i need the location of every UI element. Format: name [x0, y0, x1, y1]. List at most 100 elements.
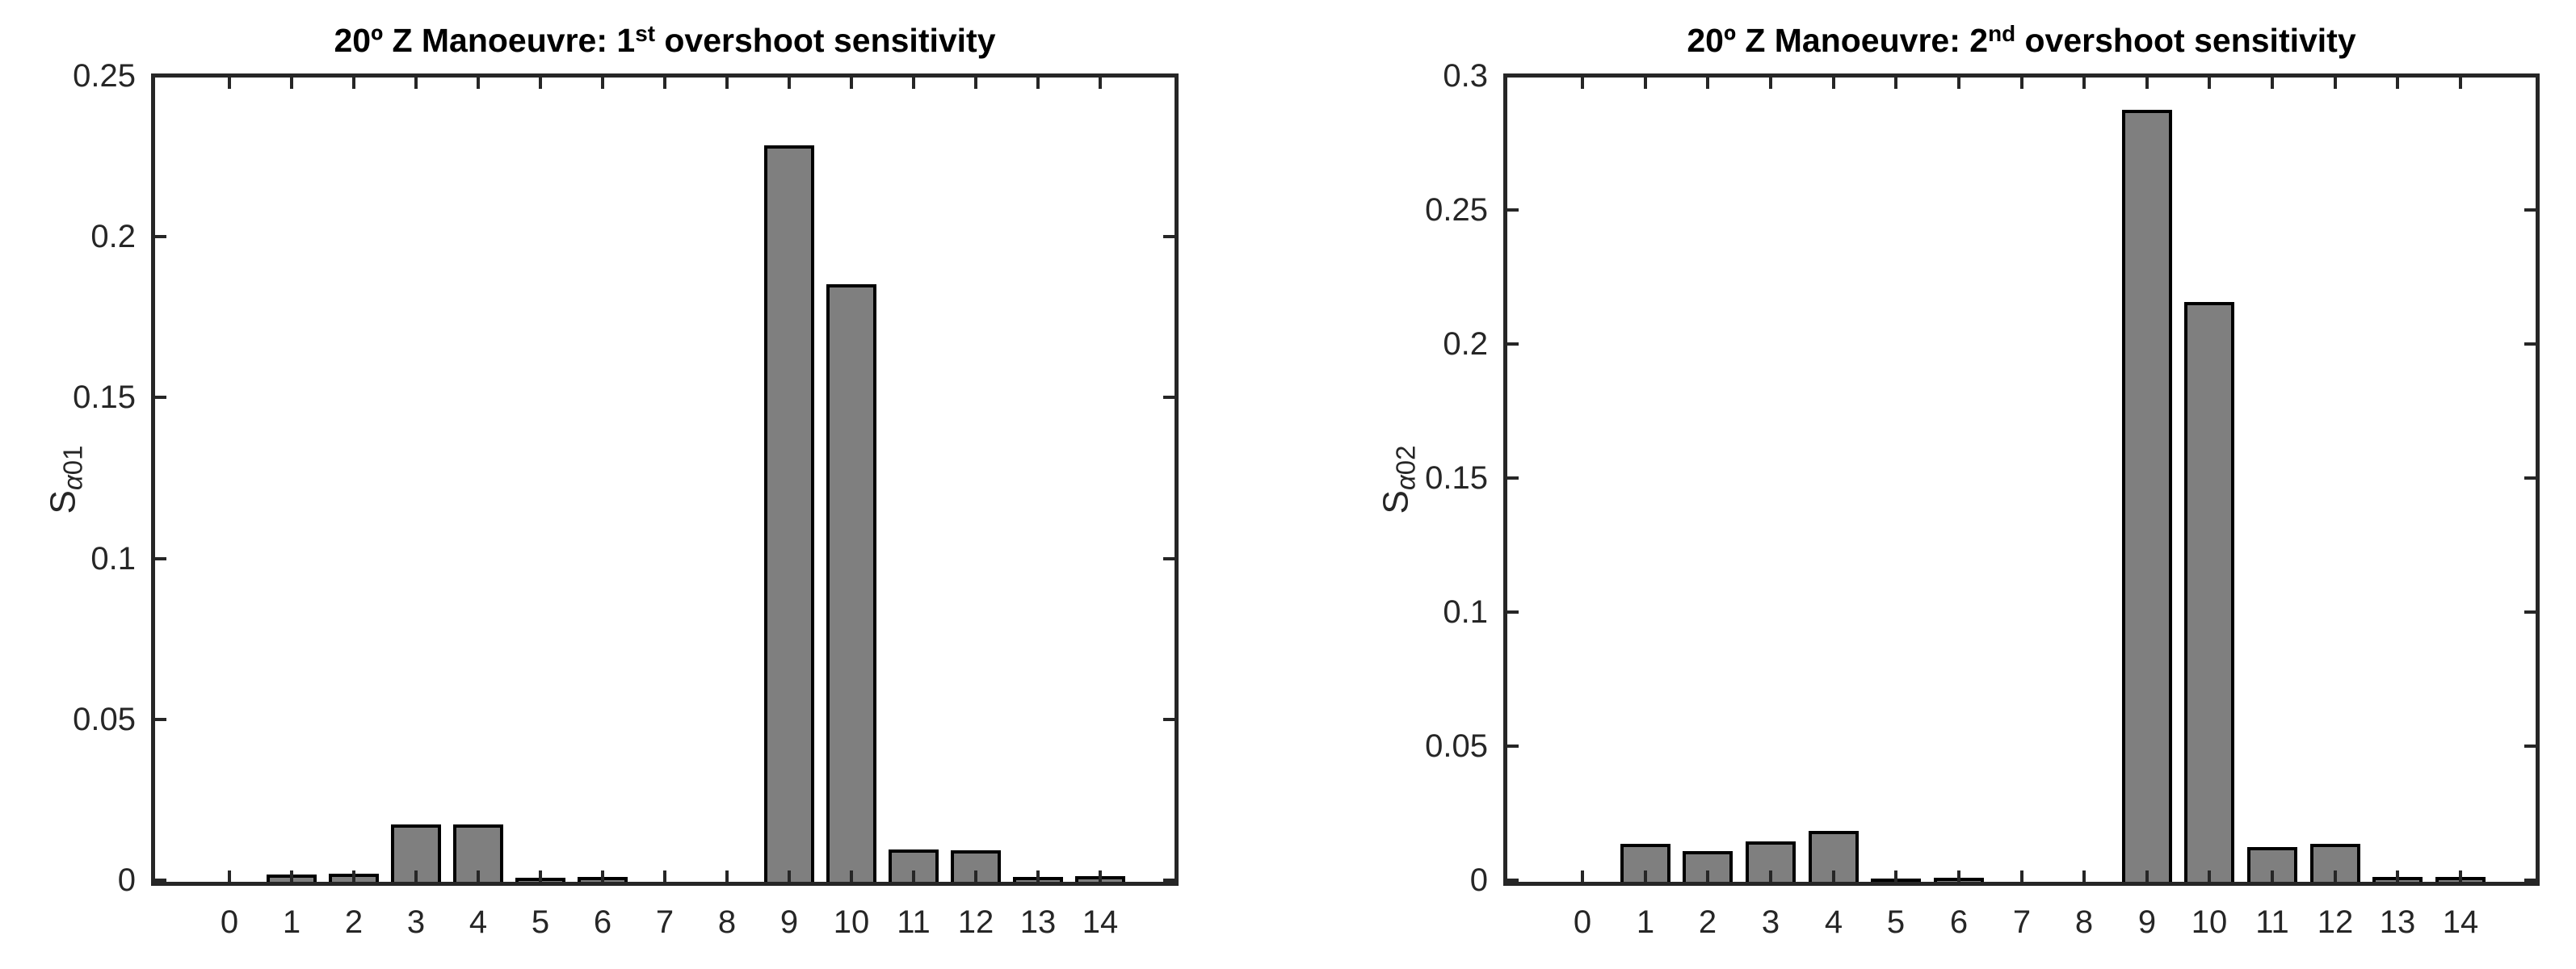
chart1-y-tick-0.25	[155, 74, 166, 78]
chart2-y-tick-right-0	[2524, 879, 2536, 882]
chart2-y-tick-label-0.15: 0.15	[1425, 460, 1488, 496]
chart1-y-tick-0.15	[155, 396, 166, 399]
chart1-x-tick-top-12	[974, 78, 977, 89]
chart2-bar-category-9	[2122, 110, 2172, 882]
chart1-x-tick-3	[414, 870, 418, 882]
chart2-x-tick-label-1: 1	[1636, 904, 1655, 940]
chart2-y-tick-label-0.1: 0.1	[1443, 594, 1488, 630]
chart2-y-tick-label-0: 0	[1469, 862, 1488, 898]
chart2-y-tick-label-0.3: 0.3	[1443, 58, 1488, 94]
chart2-x-tick-label-0: 0	[1573, 904, 1592, 940]
chart2-x-tick-top-11	[2271, 78, 2274, 89]
chart1-x-tick-label-10: 10	[833, 904, 870, 940]
chart2-x-tick-2	[1706, 870, 1709, 882]
chart1-y-tick-right-0.2	[1163, 235, 1175, 238]
chart2-y-tick-right-0.15	[2524, 476, 2536, 480]
chart2-x-tick-3	[1769, 870, 1772, 882]
chart1-y-tick-0.05	[155, 718, 166, 721]
chart1-x-tick-top-3	[414, 78, 418, 89]
chart1-x-tick-1	[290, 870, 293, 882]
chart1-x-tick-label-14: 14	[1082, 904, 1119, 940]
chart2-x-tick-top-1	[1644, 78, 1647, 89]
chart1-y-tick-0	[155, 879, 166, 882]
chart1-y-tick-right-0.1	[1163, 557, 1175, 560]
chart2-y-tick-0	[1507, 879, 1519, 882]
chart1-x-tick-label-2: 2	[344, 904, 363, 940]
chart2-x-tick-11	[2271, 870, 2274, 882]
chart2-bar-category-12	[2310, 844, 2360, 882]
chart2-x-tick-label-14: 14	[2442, 904, 2479, 940]
chart1-y-tick-right-0.25	[1163, 74, 1175, 78]
chart1-x-tick-top-6	[601, 78, 604, 89]
chart1-y-tick-label-0.2: 0.2	[90, 219, 136, 254]
chart2-title-pre: 20º Z Manoeuvre: 2	[1687, 22, 1989, 59]
chart1-plot-area	[151, 73, 1179, 886]
chart1-x-tick-10	[850, 870, 853, 882]
chart2-y-tick-right-0.05	[2524, 745, 2536, 748]
chart1-x-tick-14	[1099, 870, 1102, 882]
chart1-x-tick-8	[725, 870, 729, 882]
chart1-x-tick-label-11: 11	[897, 904, 931, 940]
chart1-ylabel-sub-alpha: α	[57, 475, 88, 491]
chart2-x-tick-7	[2020, 870, 2023, 882]
chart1-x-tick-label-12: 12	[957, 904, 994, 940]
chart2-x-tick-top-6	[1957, 78, 1960, 89]
chart1-y-tick-label-0.25: 0.25	[73, 58, 136, 94]
chart1-x-tick-label-5: 5	[531, 904, 550, 940]
chart1-x-tick-top-14	[1099, 78, 1102, 89]
chart1-y-tick-right-0	[1163, 879, 1175, 882]
chart2-y-tick-label-0.25: 0.25	[1425, 192, 1488, 228]
chart2-x-tick-top-8	[2082, 78, 2086, 89]
chart2-x-tick-8	[2082, 870, 2086, 882]
chart1-x-tick-5	[539, 870, 542, 882]
chart1-x-tick-label-3: 3	[406, 904, 426, 940]
chart2-x-tick-14	[2459, 870, 2462, 882]
chart1-y-tick-right-0.15	[1163, 396, 1175, 399]
chart1-x-tick-top-1	[290, 78, 293, 89]
chart1-x-tick-top-7	[663, 78, 666, 89]
chart2-y-tick-label-0.05: 0.05	[1425, 728, 1488, 764]
chart2-x-tick-label-9: 9	[2137, 904, 2157, 940]
chart2-x-tick-top-13	[2396, 78, 2399, 89]
chart2-y-tick-label-0.2: 0.2	[1443, 326, 1488, 362]
chart2-y-tick-0.05	[1507, 745, 1519, 748]
chart1-bar-category-10	[826, 284, 876, 882]
chart1-y-tick-label-0.1: 0.1	[90, 541, 136, 577]
chart2-x-tick-top-12	[2334, 78, 2337, 89]
chart1-x-tick-top-4	[477, 78, 480, 89]
chart1-x-tick-label-6: 6	[593, 904, 612, 940]
chart1-y-tick-label-0.15: 0.15	[73, 380, 136, 415]
chart1-x-tick-label-1: 1	[282, 904, 301, 940]
chart2-y-tick-right-0.2	[2524, 342, 2536, 346]
chart2-x-tick-label-13: 13	[2379, 904, 2416, 940]
chart1-x-tick-top-8	[725, 78, 729, 89]
chart1-x-tick-13	[1036, 870, 1040, 882]
chart1-x-tick-6	[601, 870, 604, 882]
chart1-bar-category-9	[764, 145, 814, 882]
chart1-y-tick-label-0: 0	[117, 862, 136, 898]
chart2-x-tick-label-10: 10	[2191, 904, 2228, 940]
chart2-x-tick-label-11: 11	[2255, 904, 2289, 940]
chart1-x-tick-label-4: 4	[469, 904, 488, 940]
chart2-x-tick-top-10	[2208, 78, 2211, 89]
chart1-title-superscript: st	[635, 21, 655, 47]
chart2-x-tick-12	[2334, 870, 2337, 882]
chart2-y-tick-right-0.3	[2524, 74, 2536, 78]
chart2-x-tick-9	[2145, 870, 2149, 882]
chart2-bar-category-10	[2184, 302, 2234, 882]
chart2-x-tick-4	[1832, 870, 1835, 882]
chart1-y-tick-0.1	[155, 557, 166, 560]
chart1-x-tick-label-13: 13	[1019, 904, 1057, 940]
chart1-ylabel-sub-num: 01	[57, 445, 88, 476]
chart2-x-tick-top-14	[2459, 78, 2462, 89]
chart1-y-axis-label: Sα01	[44, 445, 88, 514]
chart1-x-tick-top-11	[912, 78, 915, 89]
chart1-x-tick-label-7: 7	[655, 904, 674, 940]
chart1-x-tick-top-9	[788, 78, 791, 89]
chart2-x-tick-label-5: 5	[1886, 904, 1906, 940]
chart2-x-tick-top-9	[2145, 78, 2149, 89]
chart1-x-tick-9	[788, 870, 791, 882]
chart2-y-tick-0.15	[1507, 476, 1519, 480]
chart1-x-tick-top-10	[850, 78, 853, 89]
